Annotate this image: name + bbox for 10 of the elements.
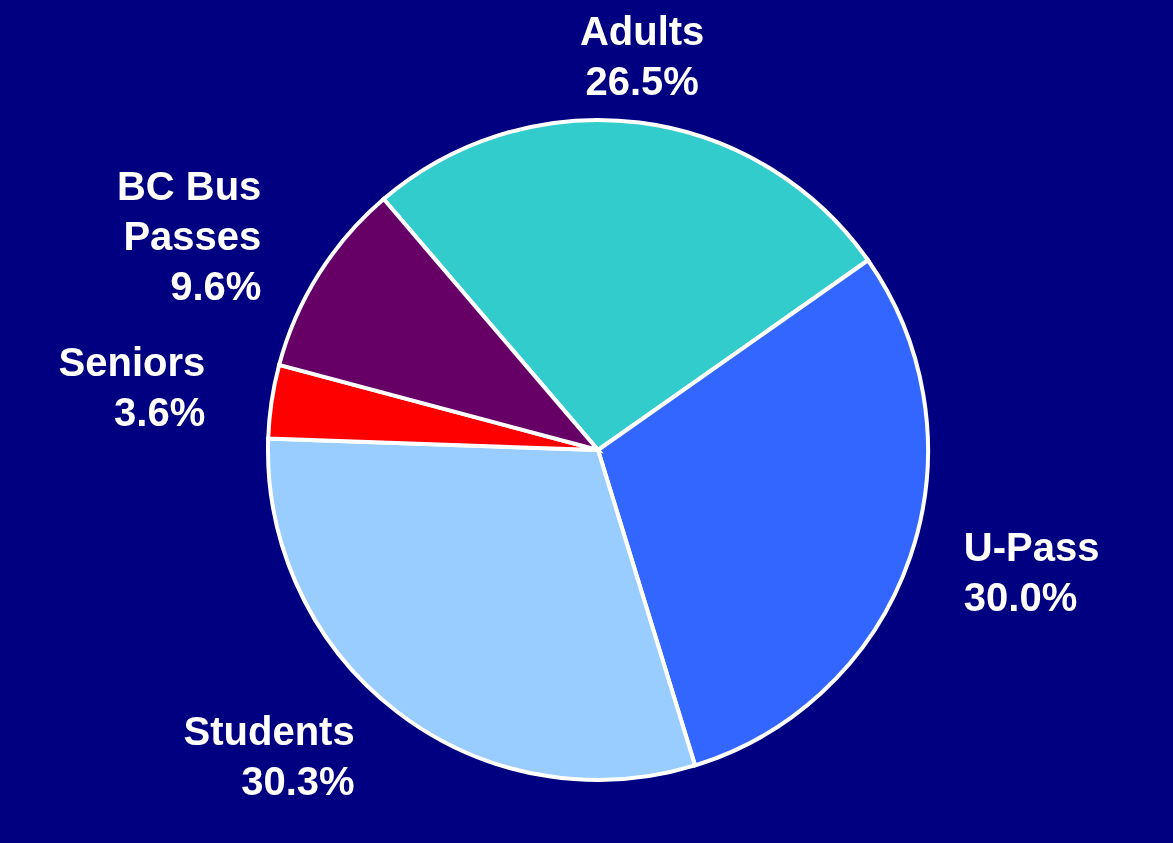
data-label: 30.0% xyxy=(963,574,1078,619)
data-label: 30.3% xyxy=(241,759,355,804)
data-label: 3.6% xyxy=(114,390,206,435)
slice-label: U-Pass xyxy=(963,524,1100,569)
slice-label: BC Bus Passes xyxy=(116,164,262,258)
slice-label: Seniors xyxy=(58,340,206,385)
slice-label: Adults xyxy=(579,9,705,54)
data-label: 26.5% xyxy=(585,59,699,104)
data-label: 9.6% xyxy=(170,264,262,308)
slice-label: Students xyxy=(183,709,355,754)
